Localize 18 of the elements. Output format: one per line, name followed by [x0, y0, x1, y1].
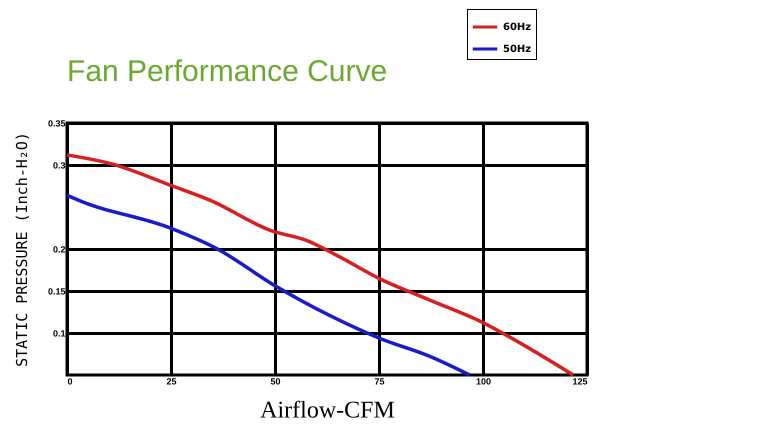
y-tick-label: 0.3 — [52, 160, 66, 170]
x-tick-label: 50 — [270, 376, 281, 386]
line-series — [65, 193, 472, 377]
x-tick-label: 100 — [476, 376, 492, 386]
x-tick-label: 25 — [166, 376, 177, 386]
chart-title: Fan Performance Curve — [67, 55, 388, 88]
legend-label: 60Hz — [503, 22, 532, 33]
y-tick-label: 0.1 — [52, 328, 66, 338]
y-tick-label: 0.35 — [48, 118, 66, 128]
y-tick-label: 0.15 — [48, 286, 66, 296]
line-series — [65, 153, 576, 377]
x-tick-label: 75 — [374, 376, 385, 386]
legend-label: 50Hz — [503, 44, 532, 55]
y-tick-label: 0.2 — [52, 244, 66, 254]
x-axis-title: Airflow-CFM — [260, 398, 395, 424]
y-axis-title: STATIC PRESSURE (Inch-H₂O) — [12, 132, 31, 367]
x-tick-label: 125 — [572, 376, 588, 386]
x-tick-label: 0 — [68, 376, 73, 386]
